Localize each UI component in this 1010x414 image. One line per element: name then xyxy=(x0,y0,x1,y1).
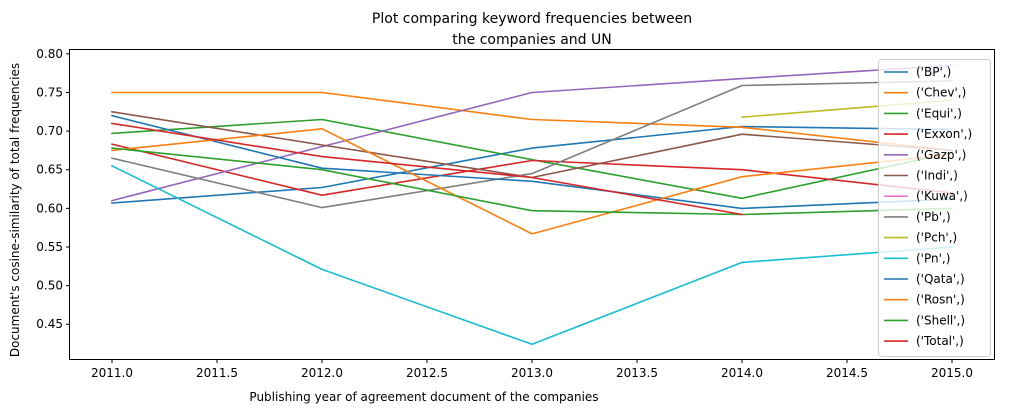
series-line-bp xyxy=(111,125,953,204)
y-tick-label: 0.80 xyxy=(36,47,63,61)
legend-label-indi: ('Indi',) xyxy=(916,169,958,183)
y-tick-label: 0.75 xyxy=(36,85,63,99)
x-tick-label: 2014.0 xyxy=(721,366,763,380)
legend-label-kuwa: ('Kuwa',) xyxy=(916,189,968,203)
legend-label-shell: ('Shell',) xyxy=(916,313,965,327)
y-axis-title: Document's cosine-similarity of total fr… xyxy=(8,63,22,357)
x-tick-label: 2011.0 xyxy=(91,366,133,380)
legend-label-gazp: ('Gazp',) xyxy=(916,148,966,162)
plot-area-frame xyxy=(69,49,995,360)
plot-lines xyxy=(110,64,953,346)
series-line-gazp xyxy=(111,64,953,202)
legend-label-pb: ('Pb',) xyxy=(916,210,951,224)
series-line-total xyxy=(111,122,743,216)
legend-box xyxy=(878,59,991,357)
x-axis-title: Publishing year of agreement document of… xyxy=(249,390,598,404)
x-tick-label: 2014.5 xyxy=(826,366,868,380)
series-line-pn xyxy=(110,164,953,346)
legend-label-rosn: ('Rosn',) xyxy=(916,293,965,307)
chart-title-line-2: the companies and UN xyxy=(452,32,611,48)
legend-label-pch: ('Pch',) xyxy=(916,231,957,245)
x-tick-label: 2013.5 xyxy=(616,366,658,380)
y-tick-label: 0.60 xyxy=(36,201,63,215)
y-tick-label: 0.45 xyxy=(36,317,63,331)
x-tick-label: 2013.0 xyxy=(511,366,553,380)
x-tick-label: 2012.0 xyxy=(301,366,343,380)
x-axis-ticks: 2011.0 2011.5 2012.0 2012.5 2013.0 2013.5 2014… xyxy=(91,359,973,380)
series-line-rosn xyxy=(111,128,953,235)
chart-title-line-1: Plot comparing keyword frequencies betwe… xyxy=(372,11,692,27)
legend-label-equi: ('Equi',) xyxy=(916,106,962,120)
x-tick-label: 2011.5 xyxy=(196,366,238,380)
legend-label-qata: ('Qata',) xyxy=(916,272,965,286)
legend-label-exxon: ('Exxon',) xyxy=(916,127,972,141)
x-tick-label: 2012.5 xyxy=(406,366,448,380)
legend-label-total: ('Total',) xyxy=(916,334,964,348)
legend-label-chev: ('Chev',) xyxy=(916,86,966,100)
y-tick-label: 0.50 xyxy=(36,279,63,293)
y-tick-label: 0.55 xyxy=(36,240,63,254)
legend-label-pn: ('Pn',) xyxy=(916,251,950,265)
series-line-pb xyxy=(111,80,953,209)
y-tick-label: 0.65 xyxy=(36,163,63,177)
series-line-shell xyxy=(111,147,953,216)
series-line-exxon xyxy=(111,143,953,196)
y-axis-ticks: 0.45 0.50 0.55 0.60 0.65 0.70 0.75 0.80 xyxy=(36,47,70,331)
series-line-chev xyxy=(111,91,953,152)
series-line-qata xyxy=(111,114,953,210)
x-tick-label: 2015.0 xyxy=(931,366,973,380)
legend-label-bp: ('BP',) xyxy=(916,65,951,79)
y-tick-label: 0.70 xyxy=(36,124,63,138)
legend: ('BP',) ('Chev',) ('Equi',) ('Exxon',) ('Gaz… xyxy=(878,59,991,357)
